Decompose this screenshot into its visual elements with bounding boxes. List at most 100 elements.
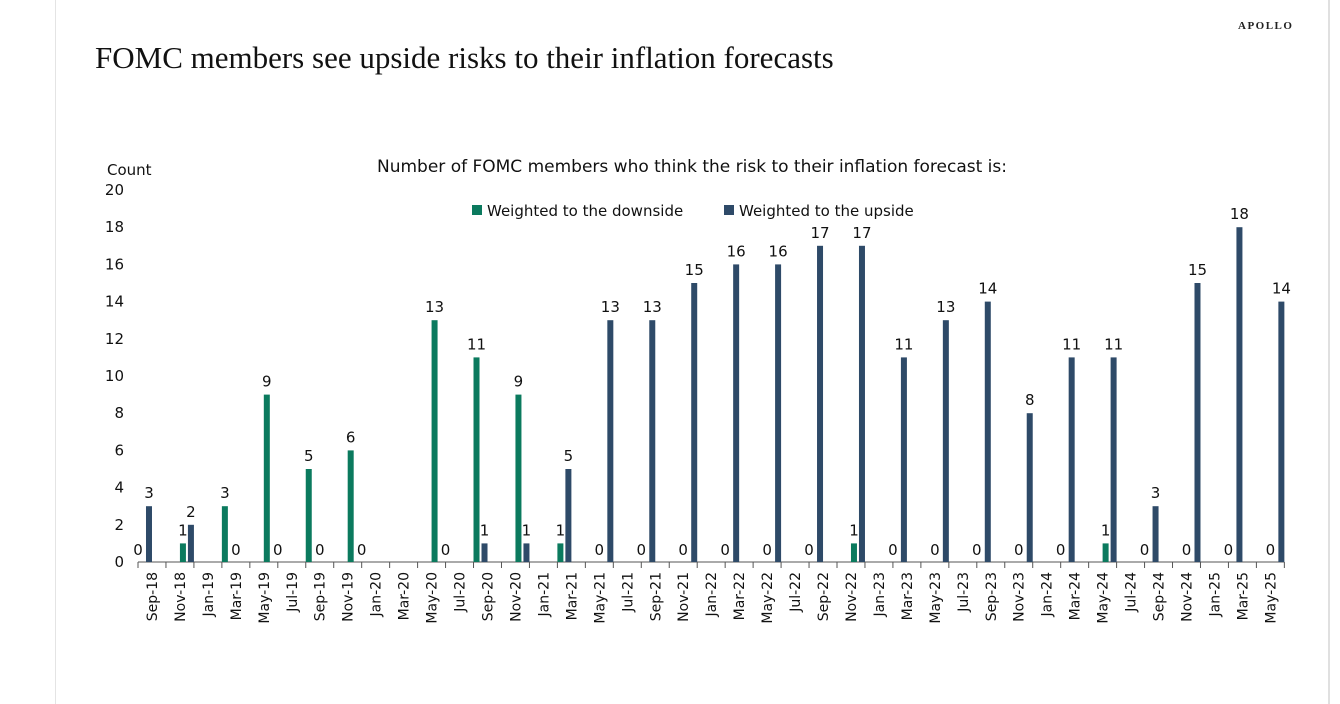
- bar-upside: [1236, 227, 1243, 562]
- x-tick-label: May-20: [425, 572, 441, 624]
- x-tick-label: Sep-20: [481, 572, 497, 621]
- x-tick-label: Nov-22: [844, 572, 860, 622]
- data-label: 5: [564, 447, 574, 465]
- data-label: 0: [636, 541, 646, 559]
- legend-swatch-downside: [472, 205, 482, 215]
- data-label: 1: [556, 521, 566, 539]
- x-tick-label: May-22: [760, 572, 776, 624]
- bar-upside: [984, 301, 991, 562]
- bar-downside: [515, 394, 522, 562]
- data-label: 1: [522, 521, 532, 539]
- x-tick-label: Jul-19: [285, 572, 301, 613]
- bar-upside: [691, 283, 698, 562]
- y-tick-label: 20: [105, 181, 124, 199]
- legend-label-upside: Weighted to the upside: [739, 202, 914, 220]
- x-tick-label: May-25: [1263, 572, 1279, 624]
- data-label: 15: [1188, 261, 1207, 279]
- x-tick-label: May-21: [592, 572, 608, 624]
- data-label: 13: [936, 298, 955, 316]
- data-label: 0: [273, 541, 283, 559]
- y-tick-label: 14: [105, 293, 124, 311]
- x-tick-label: Nov-23: [1012, 572, 1028, 622]
- bar-upside: [942, 320, 949, 562]
- data-label: 0: [930, 541, 940, 559]
- bar-downside: [557, 543, 564, 562]
- bar-upside: [523, 543, 530, 562]
- bar-upside: [1110, 357, 1117, 562]
- data-label: 1: [480, 521, 490, 539]
- data-label: 11: [1062, 335, 1081, 353]
- bar-upside: [733, 264, 740, 562]
- data-label: 15: [685, 261, 704, 279]
- data-label: 13: [601, 298, 620, 316]
- data-label: 13: [425, 298, 444, 316]
- data-label: 1: [178, 521, 188, 539]
- x-tick-label: May-19: [257, 572, 273, 624]
- x-tick-label: Mar-23: [900, 572, 916, 620]
- data-label: 9: [514, 373, 524, 391]
- data-label: 11: [467, 335, 486, 353]
- data-label: 6: [346, 428, 356, 446]
- legend-swatch-upside: [724, 205, 734, 215]
- bar-upside: [649, 320, 656, 562]
- data-label: 0: [720, 541, 730, 559]
- bar-upside: [187, 524, 194, 562]
- data-label: 0: [972, 541, 982, 559]
- data-label: 0: [1224, 541, 1234, 559]
- x-tick-label: Jan-24: [1040, 572, 1056, 618]
- bar-downside: [221, 506, 228, 562]
- bar-downside: [431, 320, 438, 562]
- data-label: 17: [852, 224, 871, 242]
- x-tick-label: Nov-21: [676, 572, 692, 622]
- legend: Weighted to the downside Weighted to the…: [472, 202, 914, 220]
- data-label: 8: [1025, 391, 1035, 409]
- data-label: 0: [888, 541, 898, 559]
- x-tick-label: May-23: [928, 572, 944, 624]
- data-label: 17: [810, 224, 829, 242]
- x-tick-label: Sep-22: [816, 572, 832, 621]
- y-tick-label: 12: [105, 330, 124, 348]
- data-label: 16: [769, 242, 788, 260]
- data-label: 11: [1104, 335, 1123, 353]
- data-label: 13: [643, 298, 662, 316]
- x-tick-label: Mar-24: [1068, 572, 1084, 620]
- bar-upside: [1152, 506, 1159, 562]
- data-label: 18: [1230, 205, 1249, 223]
- page-frame: [55, 0, 1330, 704]
- x-tick-label: Jul-21: [620, 572, 636, 613]
- bar-upside: [565, 469, 572, 562]
- data-label: 0: [1140, 541, 1150, 559]
- data-label: 11: [894, 335, 913, 353]
- x-tick-label: Jan-20: [369, 572, 385, 617]
- y-tick-label: 4: [114, 479, 124, 497]
- bar-upside: [1026, 413, 1033, 562]
- x-tick-label: Mar-22: [732, 572, 748, 620]
- y-axis-label: Count: [107, 161, 152, 179]
- bar-downside: [347, 450, 354, 562]
- apollo-logo: APOLLO: [1238, 20, 1294, 32]
- bar-downside: [850, 543, 857, 562]
- data-label: 0: [231, 541, 241, 559]
- data-label: 3: [220, 484, 230, 502]
- data-label: 5: [304, 447, 314, 465]
- bar-upside: [607, 320, 614, 562]
- bar-downside: [179, 543, 186, 562]
- x-tick-label: Jul-23: [956, 572, 972, 613]
- x-tick-label: Mar-20: [397, 572, 413, 620]
- data-label: 0: [441, 541, 451, 559]
- x-tick-label: Jan-25: [1207, 572, 1223, 617]
- data-label: 0: [133, 541, 143, 559]
- x-tick-label: Nov-20: [508, 572, 524, 622]
- data-label: 14: [1272, 280, 1291, 298]
- bar-upside: [1194, 283, 1201, 562]
- data-label: 1: [849, 521, 859, 539]
- y-tick-label: 2: [114, 516, 124, 534]
- x-tick-label: Jul-22: [788, 572, 804, 613]
- data-label: 0: [1056, 541, 1066, 559]
- x-tick-label: Nov-24: [1180, 572, 1196, 622]
- data-label: 0: [1014, 541, 1024, 559]
- data-label: 2: [186, 503, 196, 521]
- bar-upside: [481, 543, 488, 562]
- bar-downside: [263, 394, 270, 562]
- y-tick-label: 10: [105, 367, 124, 385]
